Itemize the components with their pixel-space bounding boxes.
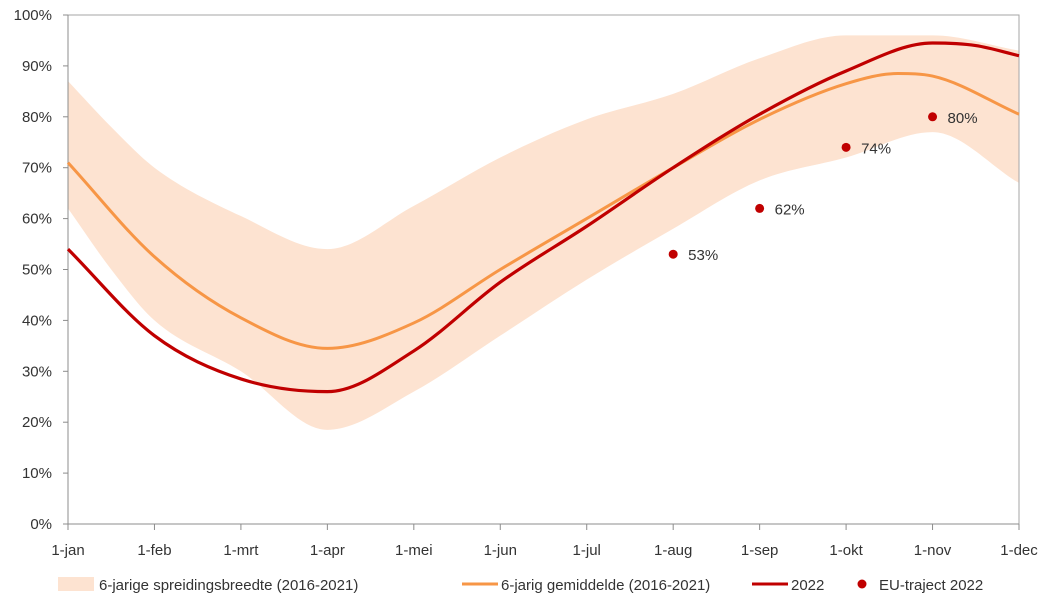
x-tick-label: 1-sep — [741, 542, 779, 559]
y-tick-label: 30% — [22, 363, 52, 380]
eu-point — [668, 249, 678, 259]
x-tick-label: 1-okt — [829, 542, 863, 559]
legend: 6-jarige spreidingsbreedte (2016-2021) 6-… — [58, 577, 983, 594]
series-line-1 — [66, 72, 1020, 350]
eu-point-label: 53% — [688, 247, 718, 264]
y-tick-label: 50% — [22, 262, 52, 279]
legend-label: 6-jarig gemiddelde (2016-2021) — [501, 577, 710, 594]
eu-points-layer: 53% 62% 74% 80% — [668, 110, 978, 264]
x-tick-label: 1-jun — [484, 542, 517, 559]
x-tick-label: 1-apr — [310, 542, 345, 559]
y-tick-label: 40% — [22, 312, 52, 329]
legend-label: 6-jarige spreidingsbreedte (2016-2021) — [99, 577, 358, 594]
eu-point — [841, 142, 851, 152]
legend-swatch-point — [857, 579, 867, 589]
y-tick-label: 100% — [14, 7, 52, 24]
y-axis-ticks: 0% 10% 20% 30% 40% 50% 60% 70% 80% 90% 100% — [14, 7, 68, 533]
eu-point-label: 74% — [861, 140, 891, 157]
y-tick-label: 80% — [22, 109, 52, 126]
y-tick-label: 10% — [22, 465, 52, 482]
x-tick-label: 1-mrt — [223, 542, 259, 559]
y-tick-label: 0% — [30, 516, 52, 533]
x-tick-label: 1-feb — [137, 542, 171, 559]
band-area-series-0 — [68, 35, 1019, 430]
eu-point — [755, 203, 765, 213]
x-axis-ticks: 1-jan 1-feb 1-mrt 1-apr 1-mei 1-jun 1-jul 1-aug… — [51, 524, 1038, 559]
legend-label: EU-traject 2022 — [879, 577, 983, 594]
x-tick-label: 1-jul — [573, 542, 601, 559]
eu-point-label: 62% — [775, 201, 805, 218]
legend-swatch-band — [58, 577, 94, 591]
x-tick-label: 1-jan — [51, 542, 84, 559]
band-layer — [68, 35, 1019, 430]
x-tick-label: 1-aug — [654, 542, 692, 559]
eu-point — [928, 112, 938, 122]
y-tick-label: 90% — [22, 58, 52, 75]
legend-label: 2022 — [791, 577, 824, 594]
y-tick-label: 70% — [22, 160, 52, 177]
x-tick-label: 1-mei — [395, 542, 433, 559]
series-line-2 — [66, 41, 1020, 394]
x-tick-label: 1-dec — [1000, 542, 1038, 559]
series-lines-layer — [66, 41, 1020, 394]
eu-point-label: 80% — [948, 110, 978, 127]
y-tick-label: 60% — [22, 211, 52, 228]
y-tick-label: 20% — [22, 414, 52, 431]
x-tick-label: 1-nov — [914, 542, 952, 559]
